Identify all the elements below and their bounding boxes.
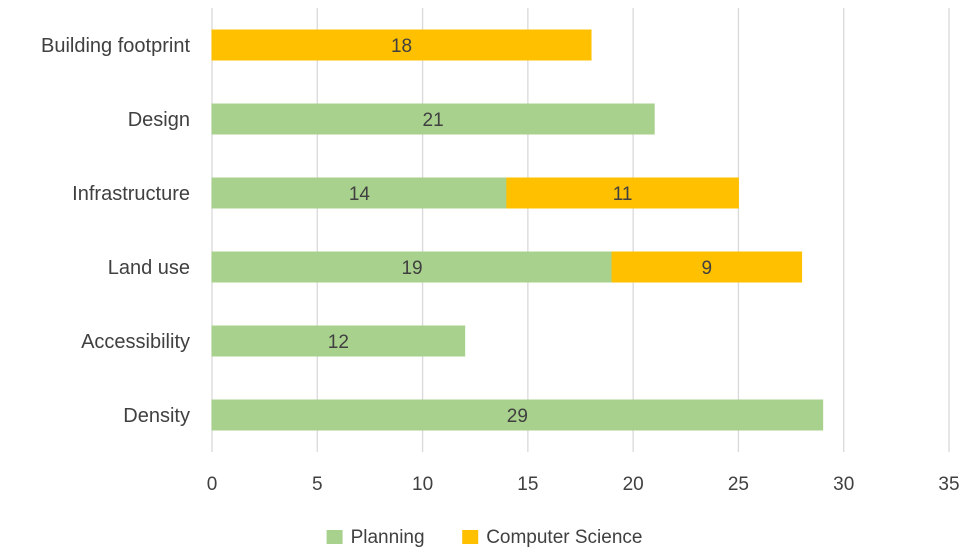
bar-computer-science <box>211 29 592 61</box>
bar-computer-science <box>506 177 739 209</box>
category-label: Design <box>128 109 190 131</box>
x-tick-label-10: 10 <box>412 474 433 495</box>
data-label-planning: 29 <box>507 406 528 427</box>
bars <box>211 29 824 431</box>
category-label: Density <box>123 405 190 427</box>
x-tick-label-35: 35 <box>938 474 959 495</box>
legend-swatch-computer-science <box>462 530 479 544</box>
category-label: Accessibility <box>81 331 190 353</box>
x-tick-label-5: 5 <box>312 474 323 495</box>
data-label-planning: 19 <box>401 258 422 279</box>
legend-label-planning: Planning <box>351 527 425 548</box>
x-tick-label-25: 25 <box>728 474 749 495</box>
bar-planning <box>211 103 655 135</box>
category-label: Infrastructure <box>72 183 190 205</box>
category-label: Building footprint <box>41 35 190 57</box>
legend-swatch-planning <box>326 530 343 544</box>
bar-planning <box>211 399 824 431</box>
bar-planning <box>211 325 466 357</box>
bar-computer-science <box>611 251 803 283</box>
data-label-planning: 21 <box>423 110 444 131</box>
data-labels: 18 21 14 11 19 9 12 29 <box>328 36 712 427</box>
x-axis-tick-labels: 0 5 10 15 20 25 30 35 <box>207 474 960 495</box>
data-label-computer-science: 11 <box>613 184 633 205</box>
category-labels: Building footprint Design Infrastructure La… <box>41 35 190 427</box>
x-tick-label-30: 30 <box>833 474 854 495</box>
legend: Planning Computer Science <box>326 527 642 548</box>
category-label: Land use <box>108 257 190 279</box>
data-label-planning: 12 <box>328 332 349 353</box>
gridlines <box>211 8 950 452</box>
x-tick-label-0: 0 <box>207 474 218 495</box>
x-tick-label-20: 20 <box>623 474 644 495</box>
legend-label-computer-science: Computer Science <box>486 527 642 548</box>
data-label-computer-science: 18 <box>391 36 412 57</box>
data-label-computer-science: 9 <box>702 258 713 279</box>
data-label-planning: 14 <box>349 184 371 205</box>
x-tick-label-15: 15 <box>517 474 538 495</box>
